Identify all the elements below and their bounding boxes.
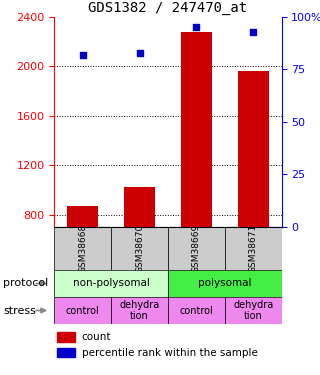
Text: non-polysomal: non-polysomal — [73, 279, 150, 288]
Bar — [67, 206, 99, 227]
Point — [137, 50, 142, 55]
Bar — [54, 297, 111, 324]
Text: stress: stress — [3, 306, 36, 315]
Bar — [54, 270, 168, 297]
Bar — [168, 227, 225, 270]
Bar — [57, 348, 75, 357]
Text: protocol: protocol — [3, 279, 48, 288]
Text: dehydra
tion: dehydra tion — [233, 300, 273, 321]
Text: control: control — [180, 306, 213, 315]
Text: count: count — [82, 332, 111, 342]
Text: GSM38670: GSM38670 — [135, 224, 144, 273]
Text: dehydra
tion: dehydra tion — [119, 300, 160, 321]
Bar — [225, 297, 282, 324]
Bar — [57, 333, 75, 342]
Text: GSM38668: GSM38668 — [78, 224, 87, 273]
Point — [194, 24, 199, 30]
Bar — [168, 270, 282, 297]
Bar — [237, 71, 269, 227]
Bar — [124, 188, 155, 227]
Text: GDS1382 / 247470_at: GDS1382 / 247470_at — [88, 1, 248, 15]
Text: GSM38671: GSM38671 — [249, 224, 258, 273]
Bar — [111, 227, 168, 270]
Bar — [111, 297, 168, 324]
Text: percentile rank within the sample: percentile rank within the sample — [82, 348, 258, 358]
Point — [80, 52, 85, 58]
Text: GSM38669: GSM38669 — [192, 224, 201, 273]
Bar — [181, 32, 212, 227]
Text: polysomal: polysomal — [198, 279, 252, 288]
Bar — [54, 227, 111, 270]
Point — [251, 28, 256, 34]
Bar — [225, 227, 282, 270]
Bar — [168, 297, 225, 324]
Text: control: control — [66, 306, 100, 315]
